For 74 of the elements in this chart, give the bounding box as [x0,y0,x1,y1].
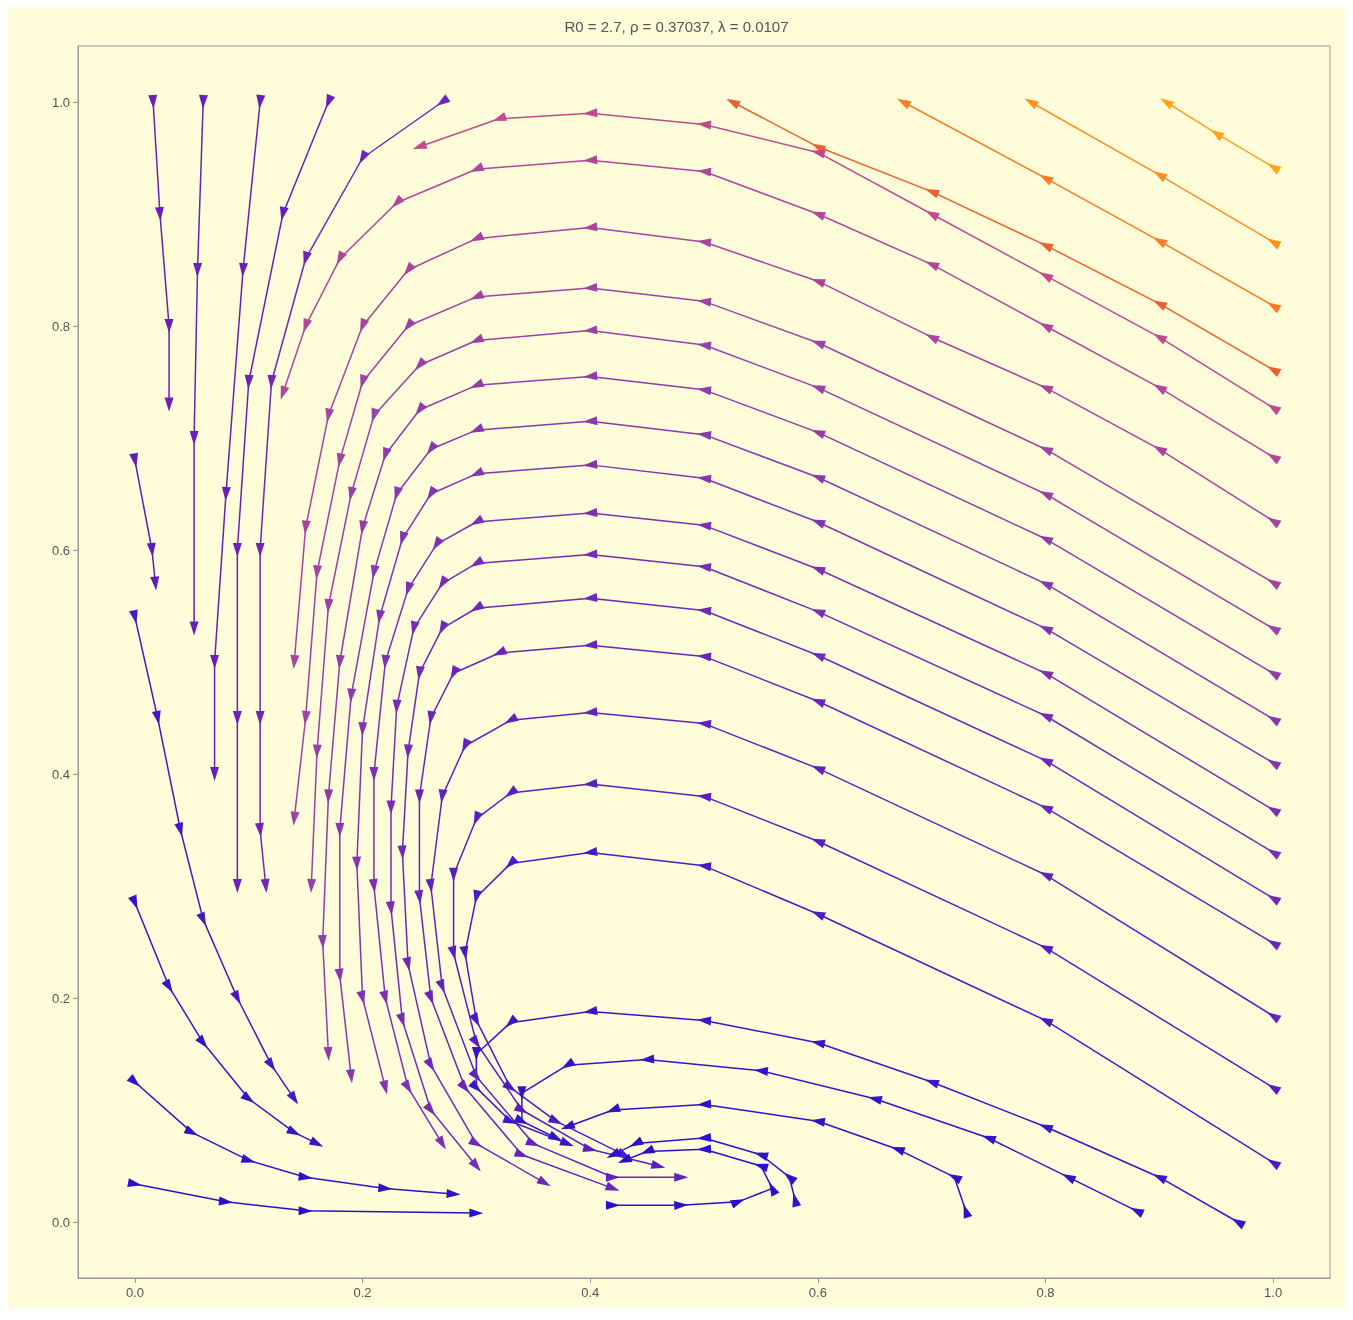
point [126,1073,141,1087]
point [422,1101,436,1116]
point [164,319,174,333]
point [1024,98,1039,110]
point [1267,453,1282,465]
point [369,767,379,781]
x-tick-label: 0.0 [125,1285,144,1300]
point [240,1091,255,1103]
point [232,543,242,557]
x-tick-label: 0.4 [581,1285,600,1300]
point [504,712,519,724]
point [195,1034,208,1049]
point [1153,384,1168,395]
point [629,1136,644,1147]
point [726,98,741,110]
point [1267,163,1282,175]
point [1160,98,1175,110]
point [255,543,265,557]
chart-title: R0 = 2.7, ρ = 0.37037, λ = 0.0107 [564,18,789,35]
point [561,1057,576,1069]
point [1153,171,1168,183]
point [1153,300,1168,311]
point [1267,302,1282,314]
point [505,855,519,869]
point [502,1079,517,1092]
y-tick-label: 0.6 [51,542,70,558]
point [925,210,940,222]
point [925,334,940,345]
x-tick-label: 0.8 [1036,1285,1055,1300]
point [468,1068,481,1082]
point [210,655,220,669]
point [1267,366,1282,378]
point [457,1079,470,1093]
point [1039,242,1054,253]
y-tick-label: 0.4 [51,766,70,782]
y-tick-label: 0.2 [51,990,70,1006]
point [189,431,199,445]
point [1039,174,1054,186]
point [1153,445,1168,457]
point [559,1136,574,1147]
point [1153,237,1168,249]
y-tick-label: 1.0 [51,94,70,110]
point [1210,129,1225,141]
point [513,1102,528,1114]
point [400,1079,412,1094]
point [161,978,173,993]
point [505,1014,519,1028]
point [504,785,519,798]
point [925,261,940,272]
point [1267,404,1282,416]
point [1039,272,1054,283]
point [547,1130,563,1142]
x-tick-label: 0.2 [353,1285,372,1300]
x-tick-label: 0.6 [808,1285,827,1300]
point [468,1157,481,1172]
point [255,711,265,725]
point [335,823,345,837]
point [897,98,912,110]
point [1039,322,1054,334]
point [525,1136,540,1147]
point [232,879,242,893]
point [1267,517,1282,529]
point [468,1079,482,1093]
y-tick-label: 0.8 [51,318,70,334]
point [1267,238,1282,250]
point [468,1034,481,1049]
point [232,711,242,725]
point [438,575,450,590]
y-tick-label: 0.0 [51,1214,70,1230]
point [210,767,220,781]
point [1039,384,1054,395]
x-tick-label: 1.0 [1264,1285,1283,1300]
point [1153,333,1168,345]
point [423,1056,435,1072]
